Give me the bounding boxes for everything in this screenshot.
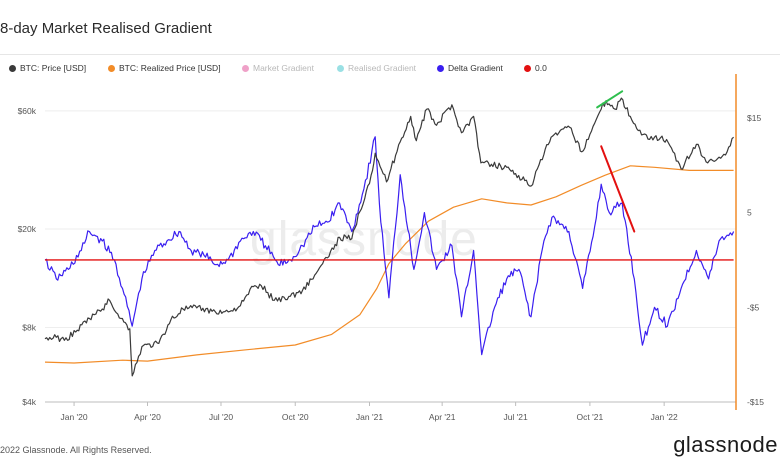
x-axis-tick-label: Jan '22 (651, 412, 678, 422)
legend-label: BTC: Realized Price [USD] (119, 63, 221, 73)
series-line-delta-gradient (44, 136, 735, 356)
legend-label: BTC: Price [USD] (20, 63, 87, 73)
chart-title: 8-day Market Realised Gradient (0, 20, 212, 37)
legend-dot-icon (108, 64, 115, 72)
glassnode-logo: glassnode (673, 432, 778, 457)
x-axis-tick-label: Jul '21 (503, 412, 528, 422)
left-axis-tick-label: $20k (18, 224, 37, 234)
x-axis-tick-label: Jan '20 (60, 412, 87, 422)
header-divider (0, 54, 780, 55)
legend-item-realised-gradient[interactable]: Realised Gradient (337, 63, 416, 73)
copyright-footer: 2022 Glassnode. All Rights Reserved. (0, 445, 152, 455)
left-axis-tick-label: $8k (22, 322, 36, 332)
legend-dot-icon (524, 64, 531, 72)
left-axis-tick-label: $60k (18, 106, 37, 116)
legend-dot-icon (337, 64, 344, 72)
x-axis-tick-label: Oct '20 (282, 412, 309, 422)
watermark-logo: glassnode (250, 213, 478, 266)
x-axis-tick-label: Apr '20 (134, 412, 161, 422)
legend-dot-icon (9, 64, 16, 72)
legend-item-delta-gradient[interactable]: Delta Gradient (437, 63, 503, 73)
x-axis-tick-label: Jan '21 (356, 412, 383, 422)
x-axis-tick-label: Apr '21 (429, 412, 456, 422)
right-axis-tick-label: -$5 (747, 302, 760, 312)
green-trend-annotation (596, 90, 624, 109)
legend-label: 0.0 (535, 63, 547, 73)
legend-item-realized-price[interactable]: BTC: Realized Price [USD] (108, 63, 221, 73)
x-axis-tick-label: Jul '20 (209, 412, 234, 422)
red-trend-annotation (600, 145, 636, 233)
legend-dot-icon (242, 64, 249, 72)
legend-label: Delta Gradient (448, 63, 503, 73)
series-line-btc-price-usd (44, 97, 735, 377)
legend-item-zero-line[interactable]: 0.0 (524, 63, 547, 73)
right-axis-tick-label: -$15 (747, 397, 764, 407)
x-axis-tick-label: Oct '21 (577, 412, 604, 422)
series-line-btc-realized-price-usd (44, 165, 734, 364)
legend-label: Market Gradient (253, 63, 314, 73)
legend-item-market-gradient[interactable]: Market Gradient (242, 63, 314, 73)
legend-item-btc-price[interactable]: BTC: Price [USD] (9, 63, 86, 73)
right-axis-tick-label: 5 (747, 208, 752, 218)
legend-dot-icon (437, 64, 444, 72)
legend-label: Realised Gradient (348, 63, 417, 73)
right-axis-tick-label: $15 (747, 113, 761, 123)
left-axis-tick-label: $4k (22, 397, 36, 407)
